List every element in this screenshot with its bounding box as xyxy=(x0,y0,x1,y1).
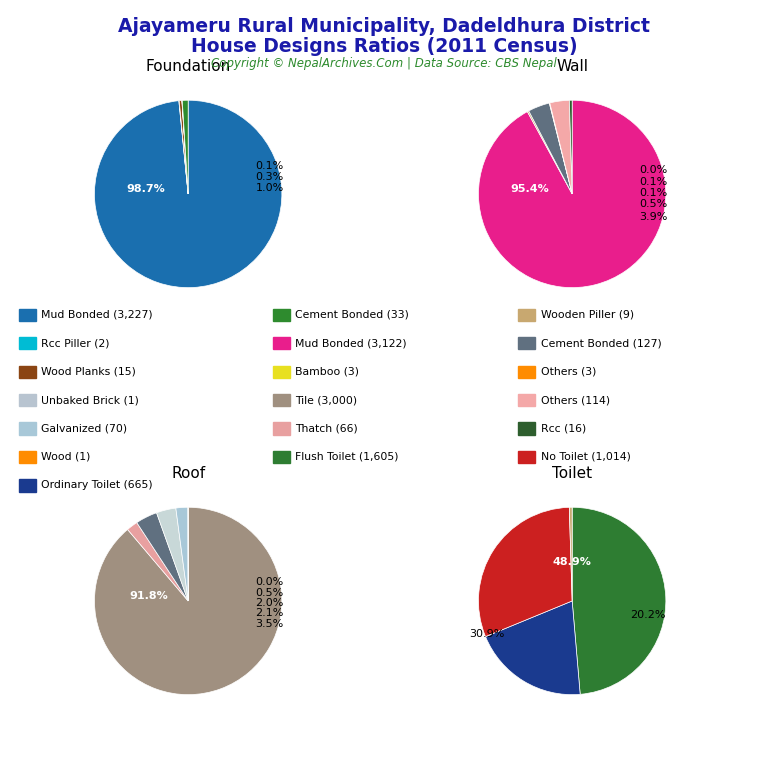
Wedge shape xyxy=(127,522,188,601)
Wedge shape xyxy=(176,508,188,601)
Text: Mud Bonded (3,122): Mud Bonded (3,122) xyxy=(295,338,406,349)
Text: 1.0%: 1.0% xyxy=(256,184,284,194)
Text: 0.0%: 0.0% xyxy=(640,165,668,176)
Text: Others (3): Others (3) xyxy=(541,366,596,377)
Text: Wood (1): Wood (1) xyxy=(41,452,91,462)
Text: 48.9%: 48.9% xyxy=(553,557,591,567)
Text: Copyright © NepalArchives.Com | Data Source: CBS Nepal: Copyright © NepalArchives.Com | Data Sou… xyxy=(211,57,557,70)
Wedge shape xyxy=(182,101,188,194)
Wedge shape xyxy=(528,111,572,194)
Text: 2.1%: 2.1% xyxy=(256,608,284,618)
Text: 91.8%: 91.8% xyxy=(130,591,168,601)
Text: Galvanized (70): Galvanized (70) xyxy=(41,423,127,434)
Wedge shape xyxy=(478,508,572,637)
Wedge shape xyxy=(549,103,572,194)
Text: Others (114): Others (114) xyxy=(541,395,610,406)
Text: Bamboo (3): Bamboo (3) xyxy=(295,366,359,377)
Wedge shape xyxy=(94,508,282,695)
Text: Ajayameru Rural Municipality, Dadeldhura District: Ajayameru Rural Municipality, Dadeldhura… xyxy=(118,17,650,36)
Wedge shape xyxy=(478,101,666,287)
Text: 0.1%: 0.1% xyxy=(640,188,668,198)
Title: Roof: Roof xyxy=(171,466,205,482)
Text: Cement Bonded (33): Cement Bonded (33) xyxy=(295,310,409,320)
Text: Wood Planks (15): Wood Planks (15) xyxy=(41,366,137,377)
Text: Rcc (16): Rcc (16) xyxy=(541,423,586,434)
Text: Rcc Piller (2): Rcc Piller (2) xyxy=(41,338,110,349)
Text: 30.9%: 30.9% xyxy=(469,629,505,639)
Wedge shape xyxy=(182,101,188,194)
Wedge shape xyxy=(179,101,188,194)
Text: House Designs Ratios (2011 Census): House Designs Ratios (2011 Census) xyxy=(190,37,578,56)
Text: 2.0%: 2.0% xyxy=(256,598,284,607)
Text: Mud Bonded (3,227): Mud Bonded (3,227) xyxy=(41,310,153,320)
Text: No Toilet (1,014): No Toilet (1,014) xyxy=(541,452,631,462)
Text: 0.1%: 0.1% xyxy=(256,161,284,170)
Wedge shape xyxy=(569,508,572,601)
Wedge shape xyxy=(572,508,666,694)
Text: Thatch (66): Thatch (66) xyxy=(295,423,358,434)
Wedge shape xyxy=(94,101,282,287)
Text: 20.2%: 20.2% xyxy=(631,610,666,620)
Text: 0.0%: 0.0% xyxy=(256,578,284,588)
Title: Wall: Wall xyxy=(556,59,588,74)
Wedge shape xyxy=(550,101,572,194)
Wedge shape xyxy=(179,101,188,194)
Text: Flush Toilet (1,605): Flush Toilet (1,605) xyxy=(295,452,399,462)
Text: 98.7%: 98.7% xyxy=(127,184,165,194)
Text: 0.5%: 0.5% xyxy=(640,199,668,209)
Text: 0.1%: 0.1% xyxy=(640,177,668,187)
Wedge shape xyxy=(528,103,572,194)
Title: Toilet: Toilet xyxy=(552,466,592,482)
Wedge shape xyxy=(182,101,188,194)
Text: Cement Bonded (127): Cement Bonded (127) xyxy=(541,338,661,349)
Wedge shape xyxy=(485,601,580,694)
Title: Foundation: Foundation xyxy=(145,59,231,74)
Text: Tile (3,000): Tile (3,000) xyxy=(295,395,357,406)
Text: 3.9%: 3.9% xyxy=(640,212,668,223)
Text: Ordinary Toilet (665): Ordinary Toilet (665) xyxy=(41,480,153,491)
Wedge shape xyxy=(137,513,188,601)
Text: 95.4%: 95.4% xyxy=(511,184,549,194)
Text: Unbaked Brick (1): Unbaked Brick (1) xyxy=(41,395,139,406)
Text: Wooden Piller (9): Wooden Piller (9) xyxy=(541,310,634,320)
Text: 0.5%: 0.5% xyxy=(256,588,284,598)
Wedge shape xyxy=(569,101,572,194)
Wedge shape xyxy=(157,508,188,601)
Text: 3.5%: 3.5% xyxy=(256,619,284,630)
Text: 0.3%: 0.3% xyxy=(256,172,284,182)
